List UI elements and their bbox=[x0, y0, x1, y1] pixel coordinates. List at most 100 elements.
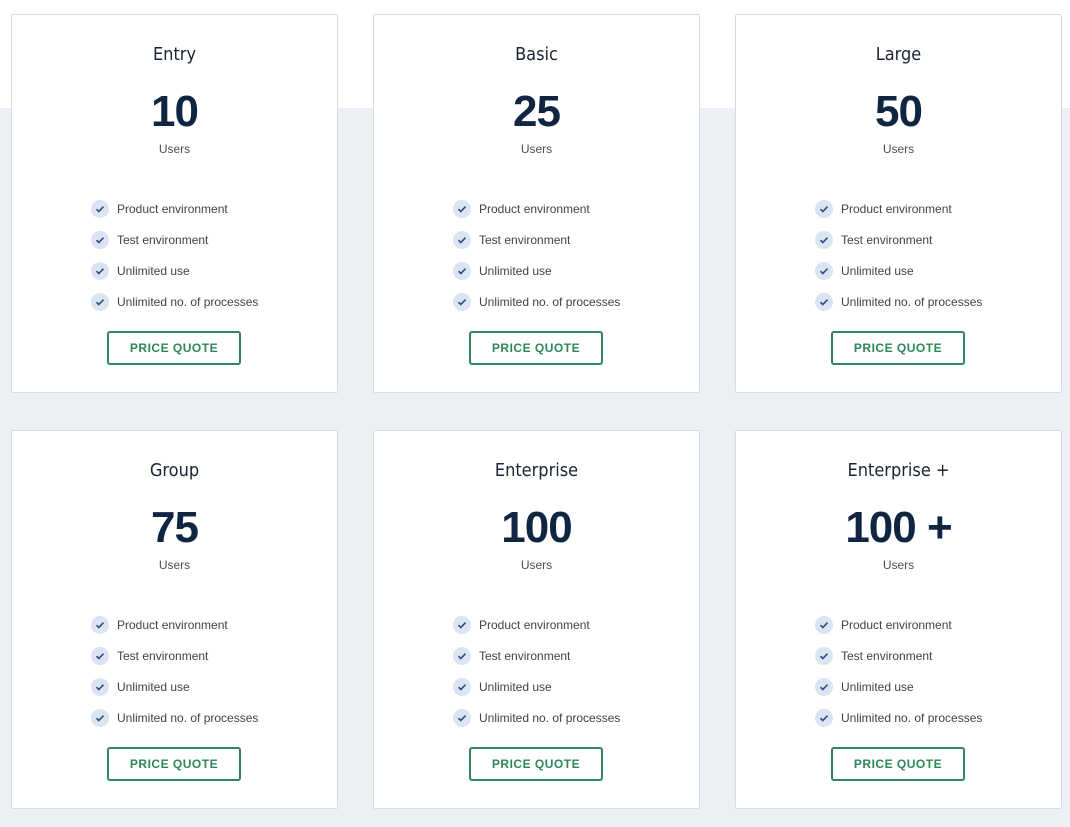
check-icon bbox=[91, 677, 109, 696]
feature-item: Test environment bbox=[453, 640, 620, 671]
feature-label: Unlimited no. of processes bbox=[841, 294, 983, 309]
price-quote-button[interactable]: PRICE QUOTE bbox=[107, 331, 241, 365]
check-icon bbox=[91, 261, 109, 280]
feature-item: Unlimited use bbox=[815, 671, 982, 702]
feature-item: Unlimited use bbox=[453, 255, 620, 286]
feature-label: Test environment bbox=[117, 232, 209, 247]
feature-item: Product environment bbox=[91, 193, 258, 224]
check-icon bbox=[453, 292, 471, 311]
plan-card: Enterprise 100 Users Product environment… bbox=[373, 430, 700, 809]
check-icon bbox=[815, 708, 833, 727]
user-unit: Users bbox=[882, 558, 915, 572]
feature-list: Product environment Test environment Unlim… bbox=[815, 609, 982, 733]
feature-label: Unlimited no. of processes bbox=[479, 710, 621, 725]
plan-card: Group 75 Users Product environment Test e… bbox=[11, 430, 338, 809]
plan-card: Enterprise + 100 + Users Product environ… bbox=[735, 430, 1062, 809]
feature-label: Test environment bbox=[841, 232, 933, 247]
feature-label: Unlimited use bbox=[479, 263, 552, 278]
feature-list: Product environment Test environment Unlim… bbox=[91, 193, 258, 317]
feature-label: Test environment bbox=[841, 648, 933, 663]
check-icon bbox=[815, 199, 833, 218]
feature-item: Unlimited no. of processes bbox=[91, 286, 258, 317]
feature-label: Unlimited no. of processes bbox=[479, 294, 621, 309]
check-icon bbox=[91, 708, 109, 727]
user-unit: Users bbox=[520, 558, 553, 572]
feature-list: Product environment Test environment Unlim… bbox=[453, 609, 620, 733]
check-icon bbox=[91, 646, 109, 665]
price-quote-button[interactable]: PRICE QUOTE bbox=[469, 747, 603, 781]
user-count: 75 bbox=[151, 503, 199, 552]
feature-label: Test environment bbox=[479, 648, 571, 663]
plan-title: Group bbox=[149, 460, 200, 481]
feature-item: Unlimited no. of processes bbox=[453, 286, 620, 317]
check-icon bbox=[815, 677, 833, 696]
feature-label: Unlimited no. of processes bbox=[841, 710, 983, 725]
feature-item: Unlimited use bbox=[815, 255, 982, 286]
feature-item: Test environment bbox=[815, 224, 982, 255]
user-count: 10 bbox=[151, 87, 199, 136]
check-icon bbox=[453, 677, 471, 696]
plan-title: Entry bbox=[152, 44, 197, 65]
check-icon bbox=[815, 261, 833, 280]
user-unit: Users bbox=[882, 142, 915, 156]
feature-label: Product environment bbox=[117, 201, 228, 216]
feature-list: Product environment Test environment Unlim… bbox=[815, 193, 982, 317]
feature-item: Test environment bbox=[453, 224, 620, 255]
user-unit: Users bbox=[158, 558, 191, 572]
feature-item: Test environment bbox=[815, 640, 982, 671]
feature-label: Product environment bbox=[479, 617, 590, 632]
check-icon bbox=[815, 292, 833, 311]
plan-title: Basic bbox=[515, 44, 558, 65]
plan-card: Basic 25 Users Product environment Test e… bbox=[373, 14, 700, 393]
feature-list: Product environment Test environment Unlim… bbox=[91, 609, 258, 733]
feature-item: Test environment bbox=[91, 224, 258, 255]
feature-item: Unlimited no. of processes bbox=[453, 702, 620, 733]
feature-label: Product environment bbox=[479, 201, 590, 216]
check-icon bbox=[453, 615, 471, 634]
check-icon bbox=[453, 646, 471, 665]
check-icon bbox=[815, 230, 833, 249]
feature-item: Unlimited no. of processes bbox=[91, 702, 258, 733]
price-quote-button[interactable]: PRICE QUOTE bbox=[469, 331, 603, 365]
check-icon bbox=[91, 230, 109, 249]
check-icon bbox=[91, 292, 109, 311]
user-count: 100 + bbox=[845, 503, 952, 552]
feature-label: Test environment bbox=[479, 232, 571, 247]
check-icon bbox=[453, 708, 471, 727]
feature-item: Product environment bbox=[453, 193, 620, 224]
feature-label: Unlimited use bbox=[117, 679, 190, 694]
user-unit: Users bbox=[520, 142, 553, 156]
plan-title: Enterprise + bbox=[847, 460, 950, 481]
feature-label: Product environment bbox=[117, 617, 228, 632]
feature-item: Unlimited no. of processes bbox=[815, 286, 982, 317]
feature-item: Unlimited use bbox=[91, 255, 258, 286]
feature-item: Unlimited use bbox=[453, 671, 620, 702]
feature-list: Product environment Test environment Unlim… bbox=[453, 193, 620, 317]
check-icon bbox=[815, 615, 833, 634]
user-unit: Users bbox=[158, 142, 191, 156]
feature-label: Unlimited no. of processes bbox=[117, 294, 259, 309]
feature-label: Unlimited use bbox=[841, 679, 914, 694]
user-count: 50 bbox=[875, 87, 923, 136]
check-icon bbox=[453, 199, 471, 218]
check-icon bbox=[91, 615, 109, 634]
check-icon bbox=[91, 199, 109, 218]
feature-item: Test environment bbox=[91, 640, 258, 671]
check-icon bbox=[815, 646, 833, 665]
feature-item: Product environment bbox=[815, 609, 982, 640]
price-quote-button[interactable]: PRICE QUOTE bbox=[831, 747, 965, 781]
plan-card: Entry 10 Users Product environment Test e… bbox=[11, 14, 338, 393]
feature-item: Product environment bbox=[91, 609, 258, 640]
feature-label: Test environment bbox=[117, 648, 209, 663]
plan-title: Large bbox=[875, 44, 922, 65]
feature-item: Unlimited no. of processes bbox=[815, 702, 982, 733]
user-count: 25 bbox=[513, 87, 561, 136]
user-count: 100 bbox=[501, 503, 572, 552]
check-icon bbox=[453, 261, 471, 280]
feature-label: Unlimited use bbox=[117, 263, 190, 278]
feature-item: Product environment bbox=[815, 193, 982, 224]
price-quote-button[interactable]: PRICE QUOTE bbox=[107, 747, 241, 781]
plan-title: Enterprise bbox=[494, 460, 579, 481]
feature-label: Product environment bbox=[841, 201, 952, 216]
price-quote-button[interactable]: PRICE QUOTE bbox=[831, 331, 965, 365]
